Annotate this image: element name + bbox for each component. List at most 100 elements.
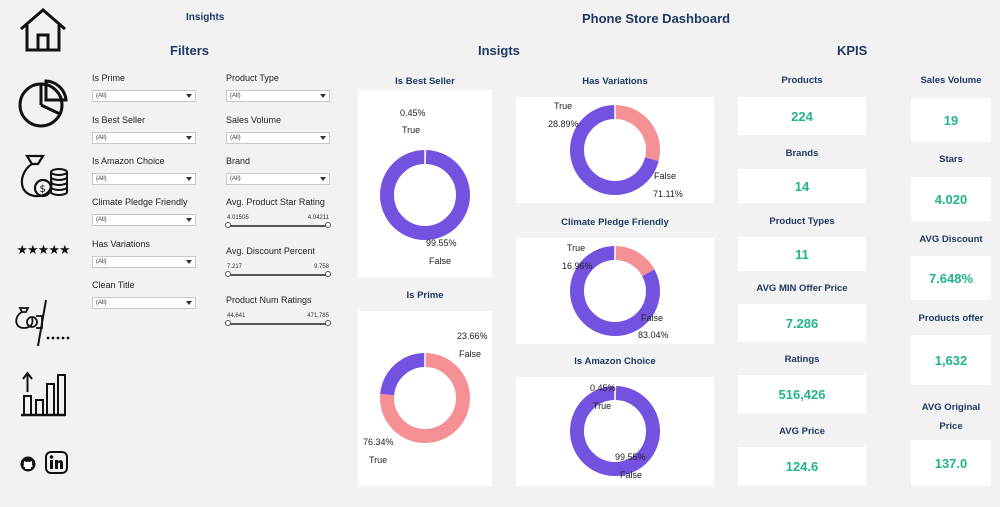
chart-panel-is-best-seller: 0.45% True 99.55% False [358, 90, 492, 277]
true-category-label: True [554, 101, 573, 111]
is-prime-dropdown[interactable]: (All) [92, 90, 196, 102]
stars-icon[interactable]: ★★★★★ [16, 242, 70, 257]
kpi-title-stars: Stars [939, 154, 963, 165]
insights-heading: Insigts [478, 43, 520, 58]
kpi-value-stars: 4.020 [911, 177, 991, 221]
star-rating-slider[interactable]: 4.01505 4.04211 [225, 215, 331, 228]
num-ratings-slider[interactable]: 44,641 471,785 [225, 313, 331, 326]
filter-label: Product Type [226, 73, 279, 83]
slider-max: 471,785 [307, 313, 329, 319]
chart-title: Is Prime [406, 290, 444, 301]
false-category-label: False [459, 349, 482, 359]
sales-volume-dropdown[interactable]: (All) [226, 132, 330, 144]
kpi-value-avg-price: 124.6 [738, 447, 866, 485]
bar-chart-icon[interactable] [14, 370, 72, 418]
true-category-label: True [402, 125, 421, 135]
kpi-value-ratings: 516,426 [738, 375, 866, 413]
false-category-label: False [620, 470, 643, 480]
true-category-label: True [567, 243, 586, 253]
slider-handle-min[interactable] [225, 320, 231, 326]
chart-panel-amazon-choice: 0.45% True 99.55% False [516, 377, 714, 486]
slider-max: 4.04211 [307, 215, 329, 221]
false-category-label: False [654, 171, 677, 181]
false-percent-label: 99.55% [615, 452, 646, 462]
filter-label: Clean Title [92, 280, 135, 290]
filters-heading: Filters [170, 43, 210, 58]
slider-label: Avg. Discount Percent [226, 246, 315, 256]
discount-slider[interactable]: 7.217 9.758 [225, 264, 331, 277]
kpi-title-avg-original-price: AVG Original Price [921, 402, 981, 432]
chart-panel-is-prime: 23.66% False 76.34% True [358, 311, 492, 486]
filter-label: Has Variations [92, 239, 150, 249]
donut-chart-amazon-choice [570, 386, 660, 476]
slider-handle-max[interactable] [325, 320, 331, 326]
money-bag-icon[interactable]: $ [14, 150, 72, 200]
kpi-value-avg-discount: 7.648% [911, 256, 991, 300]
slider-min: 44,641 [227, 313, 246, 319]
product-type-dropdown[interactable]: (All) [226, 90, 330, 102]
slider-label: Product Num Ratings [226, 295, 312, 305]
kpi-value-products-offer: 1,632 [911, 335, 991, 385]
donut-chart-climate-pledge [570, 246, 660, 336]
slider-handle-min[interactable] [225, 222, 231, 228]
climate-pledge-dropdown[interactable]: (All) [92, 214, 196, 226]
false-category-label: False [429, 256, 452, 266]
kpi-title-avg-min-offer-price: AVG MIN Offer Price [756, 283, 848, 294]
brand-dropdown[interactable]: (All) [226, 173, 330, 185]
svg-text:$: $ [40, 184, 46, 195]
filter-label: Is Best Seller [92, 115, 146, 125]
page-title: Phone Store Dashboard [582, 11, 731, 26]
chart-title: Is Amazon Choice [574, 356, 656, 367]
is-best-seller-dropdown[interactable]: (All) [92, 132, 196, 144]
true-percent-label: 16.96% [562, 261, 593, 271]
slider-handle-max[interactable] [325, 222, 331, 228]
kpi-value-products: 224 [738, 97, 866, 135]
insights-tab[interactable]: Insights [186, 12, 225, 23]
clean-title-dropdown[interactable]: (All) [92, 297, 196, 309]
filter-label: Is Amazon Choice [92, 156, 165, 166]
kpi-title-ratings: Ratings [784, 354, 820, 365]
kpi-title-products: Products [781, 75, 823, 86]
donut-slice-false [380, 150, 470, 240]
is-amazon-choice-dropdown[interactable]: (All) [92, 173, 196, 185]
kpi-value-avg-original-price: 137.0 [911, 440, 991, 486]
kpi-title-products-offer: Products offer [918, 313, 984, 324]
false-percent-label: 99.55% [426, 238, 457, 248]
kpi-title-avg-price: AVG Price [779, 426, 825, 437]
false-category-label: False [641, 313, 664, 323]
donut-chart-has-variations [570, 105, 660, 195]
kpi-value-sales-volume: 19 [911, 98, 991, 142]
false-percent-label: 71.11% [653, 189, 683, 199]
github-icon[interactable] [20, 456, 36, 472]
kpi-title-product-types: Product Types [769, 216, 835, 227]
true-percent-label: 0.45% [400, 108, 426, 118]
pie-chart-icon[interactable] [14, 78, 72, 128]
slider-min: 7.217 [227, 264, 243, 270]
slider-handle-max[interactable] [325, 271, 331, 277]
kpi-title-avg-discount: AVG Discount [919, 234, 983, 245]
slider-min: 4.01505 [227, 215, 249, 221]
slider-label: Avg. Product Star Rating [226, 197, 325, 207]
filter-label: Brand [226, 156, 251, 166]
chart-panel-climate-pledge: True 16.96% False 83.04% [516, 238, 714, 344]
filter-label: Climate Pledge Friendly [92, 197, 188, 207]
donut-chart-is-prime [380, 353, 470, 443]
chart-title: Has Variations [582, 76, 648, 87]
kpi-title-brands: Brands [785, 148, 819, 159]
chart-title: Climate Pledge Friendly [561, 217, 669, 228]
kpi-value-product-types: 11 [738, 237, 866, 271]
slider-max: 9.758 [313, 264, 329, 270]
chart-title: Is Best Seller [395, 76, 455, 87]
kpi-value-avg-min-offer-price: 7.286 [738, 304, 866, 342]
filter-label: Sales Volume [226, 115, 282, 125]
slider-handle-min[interactable] [225, 271, 231, 277]
has-variations-dropdown[interactable]: (All) [92, 256, 196, 268]
discount-icon[interactable] [14, 298, 72, 348]
home-icon[interactable] [14, 6, 72, 54]
true-percent-label: 0.45% [590, 383, 616, 393]
kpi-title-sales-volume: Sales Volume [920, 75, 982, 86]
true-category-label: True [369, 455, 388, 465]
kpi-value-brands: 14 [738, 169, 866, 203]
linkedin-icon[interactable] [45, 451, 68, 474]
donut-chart-is-best-seller [380, 150, 470, 240]
